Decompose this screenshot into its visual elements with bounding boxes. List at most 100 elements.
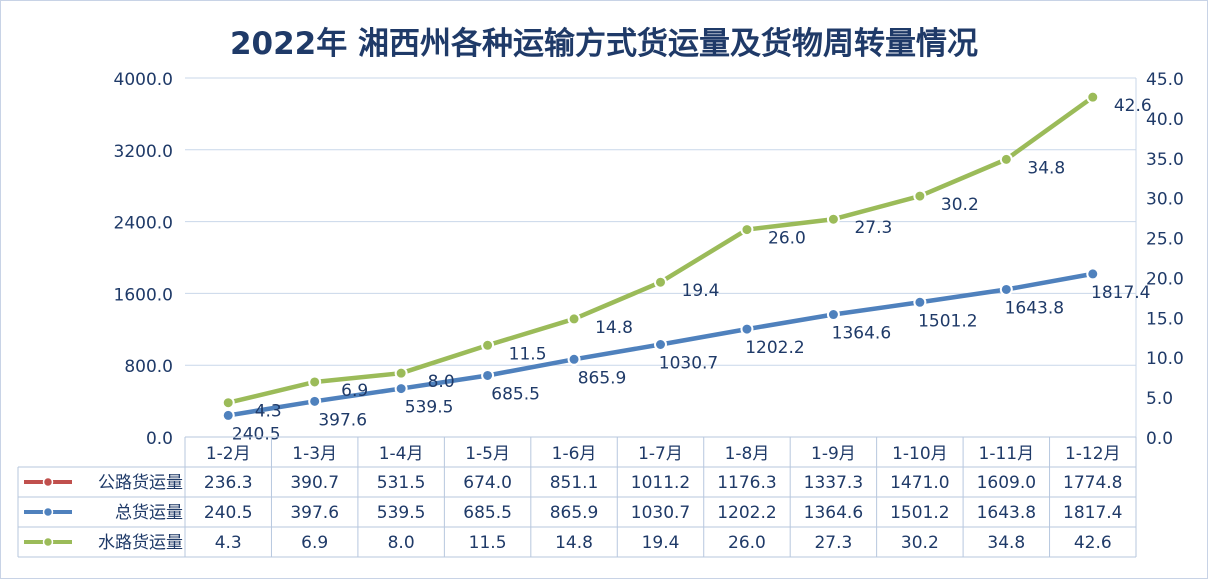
- legend-series-name: 水路货运量: [98, 533, 183, 553]
- data-point: [394, 382, 408, 396]
- chart-title: 2022年 湘西州各种运输方式货运量及货物周转量情况: [229, 26, 979, 62]
- data-label: 14.8: [595, 318, 633, 338]
- x-tick-label: 1-10月: [892, 444, 948, 464]
- y-right-tick-label: 30.0: [1146, 190, 1184, 210]
- table-cell-value: 34.8: [987, 533, 1025, 553]
- table-cell-value: 14.8: [555, 533, 593, 553]
- y-left-tick-label: 0.0: [146, 429, 173, 449]
- table-cell-value: 1011.2: [631, 473, 690, 493]
- y-right-tick-label: 40.0: [1146, 110, 1184, 130]
- data-label: 397.6: [318, 410, 367, 430]
- x-tick-label: 1-11月: [979, 444, 1035, 464]
- table-cell-value: 1501.2: [890, 503, 949, 523]
- y-left-tick-label: 1600.0: [114, 285, 173, 305]
- data-label: 1501.2: [918, 311, 977, 331]
- x-tick-label: 1-5月: [465, 444, 510, 464]
- data-point: [567, 352, 581, 366]
- data-point: [913, 189, 927, 203]
- table-cell-value: 6.9: [301, 533, 328, 553]
- y-right-tick-label: 35.0: [1146, 150, 1184, 170]
- table-cell-value: 1202.2: [717, 503, 776, 523]
- data-label: 1202.2: [745, 338, 804, 358]
- table-cell-value: 1176.3: [717, 473, 776, 493]
- data-point: [826, 308, 840, 322]
- data-label: 34.8: [1027, 158, 1065, 178]
- data-point: [221, 408, 235, 422]
- y-right-tick-label: 20.0: [1146, 269, 1184, 289]
- data-label: 6.9: [341, 381, 368, 401]
- x-tick-label: 1-9月: [811, 444, 856, 464]
- y-right-tick-label: 0.0: [1146, 429, 1173, 449]
- legend-key-marker: [42, 506, 54, 518]
- table-cell-value: 1471.0: [890, 473, 949, 493]
- legend-series-name: 公路货运量: [98, 473, 183, 493]
- data-label: 685.5: [491, 384, 540, 404]
- data-point: [654, 337, 667, 351]
- table-cell-value: 531.5: [377, 473, 426, 493]
- y-right-tick-label: 10.0: [1146, 349, 1184, 369]
- legend-key-marker: [42, 536, 54, 548]
- x-tick-label: 1-3月: [292, 444, 337, 464]
- table-cell-value: 685.5: [463, 503, 512, 523]
- table-cell-value: 390.7: [290, 473, 339, 493]
- data-label: 42.6: [1114, 96, 1152, 116]
- table-cell-value: 1609.0: [977, 473, 1036, 493]
- table-cell-value: 30.2: [901, 533, 939, 553]
- table-cell-value: 1643.8: [977, 503, 1036, 523]
- table-cell-value: 26.0: [728, 533, 766, 553]
- table-cell-value: 1817.4: [1063, 503, 1122, 523]
- data-point: [654, 275, 667, 289]
- table-cell-value: 865.9: [550, 503, 599, 523]
- table-cell-value: 8.0: [388, 533, 415, 553]
- data-label: 26.0: [768, 229, 806, 249]
- y-left-tick-label: 800.0: [124, 357, 173, 377]
- data-point: [481, 338, 495, 352]
- table-cell-value: 42.6: [1074, 533, 1112, 553]
- data-label: 1364.6: [832, 324, 891, 344]
- x-tick-label: 1-7月: [638, 444, 683, 464]
- table-cell-value: 19.4: [642, 533, 680, 553]
- y-left-tick-label: 3200.0: [114, 142, 173, 162]
- table-cell-value: 1364.6: [804, 503, 863, 523]
- y-left-tick-label: 2400.0: [114, 214, 173, 234]
- table-cell-value: 397.6: [290, 503, 339, 523]
- data-label: 1643.8: [1005, 298, 1064, 318]
- data-point: [740, 223, 754, 237]
- y-right-tick-label: 15.0: [1146, 309, 1184, 329]
- table-cell-value: 1337.3: [804, 473, 863, 493]
- data-label: 30.2: [941, 195, 979, 215]
- table-cell-value: 1030.7: [631, 503, 690, 523]
- data-label: 539.5: [405, 398, 454, 418]
- table-cell-value: 539.5: [377, 503, 426, 523]
- y-left-tick-label: 4000.0: [114, 70, 173, 90]
- x-tick-label: 1-8月: [725, 444, 770, 464]
- data-label: 865.9: [578, 368, 627, 388]
- table-cell-value: 240.5: [204, 503, 253, 523]
- table-cell-value: 4.3: [215, 533, 242, 553]
- data-label: 1030.7: [659, 353, 718, 373]
- table-cell-value: 27.3: [814, 533, 852, 553]
- x-tick-label: 1-4月: [379, 444, 424, 464]
- data-point: [394, 366, 408, 380]
- data-label: 19.4: [682, 281, 720, 301]
- data-point: [308, 375, 322, 389]
- y-right-tick-label: 5.0: [1146, 389, 1173, 409]
- data-point: [567, 312, 581, 326]
- data-point: [1086, 90, 1100, 104]
- data-point: [999, 152, 1013, 166]
- data-point: [481, 368, 495, 382]
- x-tick-label: 1-12月: [1065, 444, 1121, 464]
- data-label: 11.5: [509, 344, 547, 364]
- data-label: 1817.4: [1091, 283, 1150, 303]
- table-cell-value: 851.1: [550, 473, 599, 493]
- x-tick-label: 1-6月: [552, 444, 597, 464]
- data-point: [999, 282, 1013, 296]
- table-cell-value: 674.0: [463, 473, 512, 493]
- data-point: [221, 396, 235, 410]
- data-label: 27.3: [854, 218, 892, 238]
- data-point: [740, 322, 754, 336]
- legend-key-marker: [42, 476, 54, 488]
- table-cell-value: 1774.8: [1063, 473, 1122, 493]
- data-point: [826, 212, 840, 226]
- table-cell-value: 11.5: [469, 533, 507, 553]
